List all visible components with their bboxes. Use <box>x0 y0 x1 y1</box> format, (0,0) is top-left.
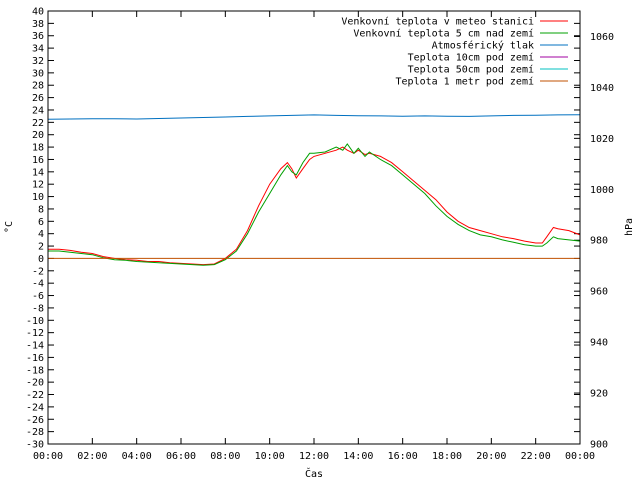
y-tick-label: 24 <box>32 105 44 116</box>
x-tick-label: 06:00 <box>166 451 196 462</box>
x-tick-label: 20:00 <box>476 451 506 462</box>
legend-label-4: Teplota 10cm pod zemí <box>408 52 534 64</box>
y-tick-label: -12 <box>26 328 44 339</box>
y-tick-label: 20 <box>32 130 44 141</box>
y-tick-label: -8 <box>32 303 44 314</box>
y-tick-label: 40 <box>32 7 44 18</box>
y-tick-label: 10 <box>32 192 44 203</box>
y-tick-label: 6 <box>38 217 44 228</box>
x-tick-label: 18:00 <box>432 451 462 462</box>
y-tick-label: -14 <box>26 341 44 352</box>
x-tick-label: 14:00 <box>343 451 373 462</box>
series-line-3 <box>47 114 581 120</box>
y2-tick-label: 960 <box>590 287 608 298</box>
y-tick-label: 14 <box>32 167 44 178</box>
y-axis-label: °C <box>4 221 15 233</box>
y-tick-label: 18 <box>32 143 44 154</box>
y-tick-label: 0 <box>38 254 44 265</box>
legend-label-6: Teplota 1 metr pod zemí <box>396 76 534 88</box>
y-tick-label: -24 <box>26 402 44 413</box>
x-tick-label: 02:00 <box>77 451 107 462</box>
series-line-1 <box>48 146 581 266</box>
y2-tick-label: 980 <box>590 236 608 247</box>
y-tick-label: 16 <box>32 155 44 166</box>
y-tick-label: 34 <box>32 44 44 55</box>
y-tick-label: 32 <box>32 56 44 67</box>
y-tick-label: 12 <box>32 180 44 191</box>
y-tick-label: -28 <box>26 427 44 438</box>
y2-tick-label: 900 <box>590 440 608 451</box>
y-tick-label: -30 <box>26 440 44 451</box>
legend-label-2: Venkovní teplota 5 cm nad zemí <box>353 28 534 40</box>
y-tick-label: -6 <box>32 291 44 302</box>
y-tick-label: 8 <box>38 204 44 215</box>
x-tick-label: 08:00 <box>210 451 240 462</box>
y-tick-label: 4 <box>38 229 44 240</box>
y-tick-label: 30 <box>32 68 44 79</box>
y2-tick-label: 1040 <box>590 83 614 94</box>
y-tick-label: 26 <box>32 93 44 104</box>
y2-tick-label: 940 <box>590 338 608 349</box>
y-tick-label: -2 <box>32 266 44 277</box>
x-tick-label: 00:00 <box>565 451 595 462</box>
y2-axis-label: hPa <box>624 218 635 236</box>
legend-label-3: Atmosférický tlak <box>432 40 534 52</box>
y-tick-label: 28 <box>32 81 44 92</box>
y-tick-label: -26 <box>26 415 44 426</box>
y-tick-label: -22 <box>26 390 44 401</box>
y2-tick-label: 1060 <box>590 32 614 43</box>
y-tick-label: 36 <box>32 31 44 42</box>
y-tick-label: -10 <box>26 316 44 327</box>
y2-tick-label: 1000 <box>590 185 614 196</box>
x-tick-label: 16:00 <box>388 451 418 462</box>
legend-label-1: Venkovní teplota v meteo stanici <box>341 16 534 28</box>
y-tick-label: -16 <box>26 353 44 364</box>
y2-tick-label: 1020 <box>590 134 614 145</box>
legend-label-5: Teplota 50cm pod zemí <box>408 64 534 76</box>
y-tick-label: 22 <box>32 118 44 129</box>
x-tick-label: 12:00 <box>299 451 329 462</box>
x-tick-label: 22:00 <box>521 451 551 462</box>
y-tick-label: 38 <box>32 19 44 30</box>
x-tick-label: 10:00 <box>255 451 285 462</box>
series-line-2 <box>48 143 581 266</box>
plot-frame <box>47 10 581 445</box>
x-tick-label: 04:00 <box>122 451 152 462</box>
y-tick-label: -18 <box>26 365 44 376</box>
y2-tick-label: 920 <box>590 389 608 400</box>
x-axis-label: Čas <box>305 467 323 480</box>
y-tick-label: 2 <box>38 242 44 253</box>
x-tick-label: 00:00 <box>33 451 63 462</box>
y-tick-label: -4 <box>32 279 44 290</box>
y-tick-label: -20 <box>26 378 44 389</box>
